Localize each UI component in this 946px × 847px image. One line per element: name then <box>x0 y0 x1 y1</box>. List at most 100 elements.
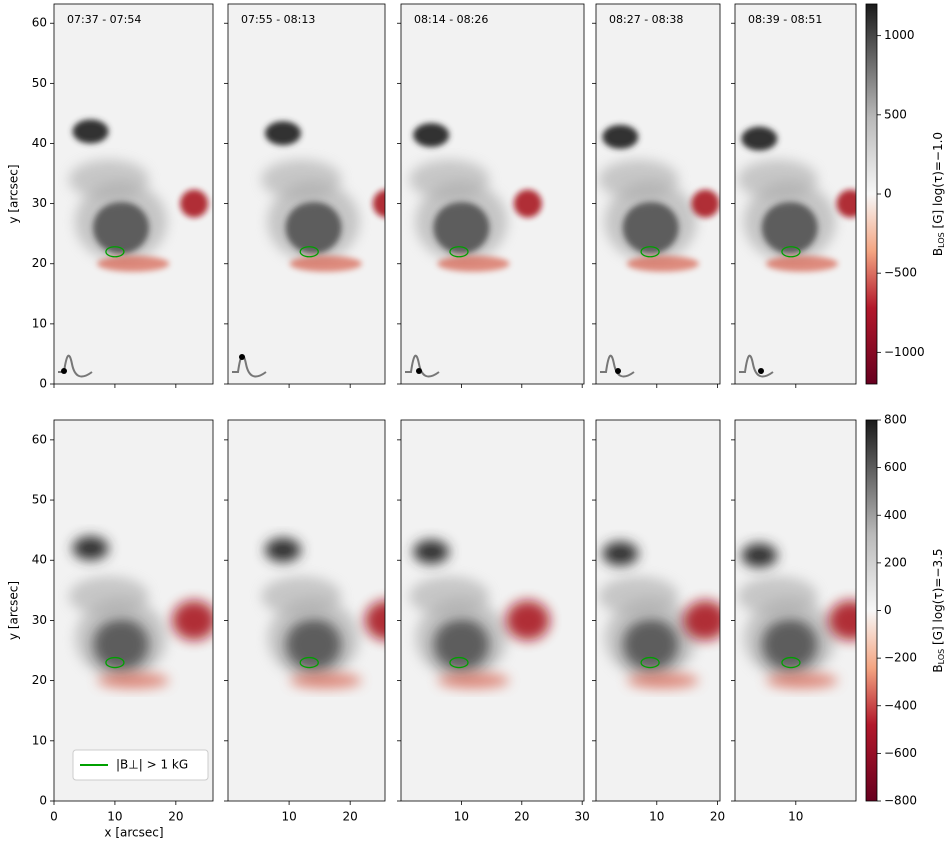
contour <box>449 246 469 258</box>
panel-frame <box>227 3 386 385</box>
colorbar-tick-label: 1000 <box>884 28 915 42</box>
positive-blob <box>683 600 720 641</box>
inset-curve <box>58 354 93 378</box>
contour <box>449 656 469 669</box>
panel-image <box>401 4 584 384</box>
panel-image <box>596 420 720 801</box>
inset-curve <box>232 354 267 378</box>
negative-halo <box>267 181 360 262</box>
positive-plage <box>626 672 699 689</box>
panel-title: 08:39 - 08:51 <box>748 13 822 26</box>
panel-frame <box>400 3 585 385</box>
negative-halo <box>267 598 360 679</box>
y-tick-label: 10 <box>32 316 47 330</box>
x-axis-label: x [arcsec] <box>104 826 163 840</box>
legend-box <box>72 749 209 781</box>
contour <box>640 246 660 258</box>
colorbar-tick-label: 800 <box>884 413 907 427</box>
negative-halo <box>743 598 836 679</box>
negative-plage <box>261 576 342 617</box>
contour <box>640 656 660 669</box>
panel-image <box>735 420 856 801</box>
colorbar-tick-label: 600 <box>884 460 907 474</box>
negative-plage <box>598 159 679 200</box>
positive-blob <box>691 189 720 218</box>
negative-plage <box>737 576 818 617</box>
panel-frame <box>400 419 585 802</box>
panel-title: 08:14 - 08:26 <box>414 13 488 26</box>
negative-plage <box>409 576 490 617</box>
label-subscript: LOS <box>937 232 946 248</box>
y-tick-label: 60 <box>32 432 47 446</box>
negative-plage <box>261 159 342 200</box>
panel-title: 07:37 - 07:54 <box>67 13 141 26</box>
negative-plage <box>409 159 490 200</box>
contour <box>105 246 125 258</box>
negative-plage <box>737 159 818 200</box>
negative-halo <box>604 181 697 262</box>
panel-title: 08:27 - 08:38 <box>609 13 683 26</box>
panel-image <box>54 4 213 384</box>
y-tick-label: 60 <box>32 16 47 30</box>
x-tick-label: 20 <box>514 810 529 824</box>
positive-plage <box>765 255 838 272</box>
positive-plage <box>97 255 170 272</box>
negative-plage <box>68 576 149 617</box>
negative-blob <box>741 543 778 568</box>
label-text: [G] log(τ)=−1.0 <box>931 132 945 232</box>
positive-plage <box>97 672 170 689</box>
inset-curve <box>739 354 774 378</box>
colorbar-label: BLOS [G] log(τ)=−3.5 <box>931 548 946 672</box>
negative-blob <box>602 541 639 566</box>
y-tick-label: 40 <box>32 136 47 150</box>
label-symbol: B <box>931 664 945 672</box>
negative-halo <box>415 181 508 262</box>
panel-image <box>54 420 213 801</box>
panel-frame <box>53 419 214 802</box>
positive-blob <box>828 600 856 641</box>
y-tick-label: 0 <box>39 377 47 391</box>
inset-dot <box>239 354 245 360</box>
colorbar-tick-label: −500 <box>884 266 917 280</box>
x-tick-label: 10 <box>454 810 469 824</box>
y-tick-label: 0 <box>39 794 47 808</box>
colorbar <box>865 3 878 385</box>
colorbar-tick-label: 200 <box>884 555 907 569</box>
positive-blob <box>505 600 550 641</box>
inset-dot <box>416 368 422 374</box>
inset-curve <box>405 354 440 378</box>
positive-blob <box>172 600 213 641</box>
panel-frame <box>227 419 386 802</box>
negative-halo <box>743 181 836 262</box>
legend-label: |B⊥| > 1 kG <box>116 758 188 772</box>
positive-plage <box>626 255 699 272</box>
positive-plage <box>289 672 362 689</box>
x-tick-label: 10 <box>788 810 803 824</box>
x-tick-label: 0 <box>50 810 58 824</box>
positive-plage <box>437 255 510 272</box>
negative-blob <box>413 123 450 148</box>
contour <box>299 656 319 669</box>
negative-plage <box>68 159 149 200</box>
y-tick-label: 20 <box>32 673 47 687</box>
negative-halo <box>75 181 168 262</box>
y-tick-label: 30 <box>32 613 47 627</box>
colorbar-tick-label: −600 <box>884 746 917 760</box>
negative-halo <box>415 598 508 679</box>
colorbar-tick-label: −800 <box>884 794 917 808</box>
positive-blob <box>364 600 385 641</box>
negative-blob <box>264 538 301 563</box>
label-subscript: LOS <box>937 649 946 665</box>
negative-blob <box>741 126 778 151</box>
negative-blob <box>413 539 450 564</box>
colorbar-tick-label: 0 <box>884 603 892 617</box>
y-tick-label: 50 <box>32 76 47 90</box>
panel-image <box>596 4 720 384</box>
positive-blob <box>513 189 542 218</box>
contour <box>299 246 319 258</box>
negative-plage <box>598 576 679 617</box>
panel-frame <box>595 419 721 802</box>
panel-title: 07:55 - 08:13 <box>241 13 315 26</box>
negative-halo <box>75 598 168 679</box>
x-tick-label: 20 <box>168 810 183 824</box>
